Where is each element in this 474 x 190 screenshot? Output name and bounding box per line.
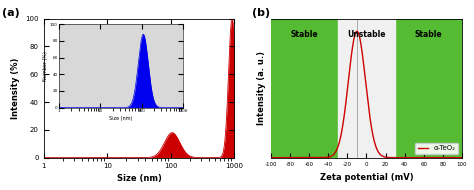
Text: Stable: Stable xyxy=(415,30,442,39)
Text: (a): (a) xyxy=(2,8,19,17)
Bar xyxy=(338,19,395,158)
X-axis label: Size (nm): Size (nm) xyxy=(117,174,162,183)
Legend: α-TeO₂: α-TeO₂ xyxy=(415,142,458,154)
Text: Stable: Stable xyxy=(291,30,319,39)
Text: Unstable: Unstable xyxy=(347,30,386,39)
Y-axis label: Intensity (a. u.): Intensity (a. u.) xyxy=(256,51,265,125)
X-axis label: Zeta potential (mV): Zeta potential (mV) xyxy=(319,173,413,182)
Text: (b): (b) xyxy=(252,8,270,17)
Y-axis label: Intensity (%): Intensity (%) xyxy=(11,57,20,119)
